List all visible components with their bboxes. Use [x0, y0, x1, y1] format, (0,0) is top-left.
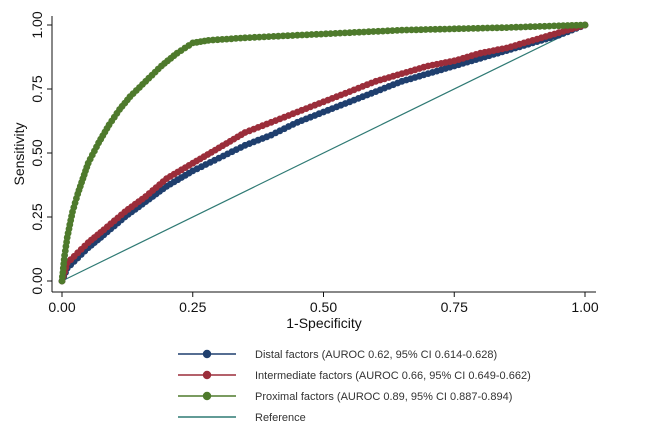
legend-label: Distal factors (AUROC 0.62, 95% CI 0.614…: [255, 349, 497, 361]
legend-marker: [202, 370, 212, 380]
legend-item: Reference: [178, 412, 306, 424]
legend-item: Proximal factors (AUROC 0.89, 95% CI 0.8…: [178, 391, 512, 403]
y-tick-label: 0.50: [29, 139, 45, 166]
data-point: [274, 32, 282, 40]
data-point: [370, 28, 377, 35]
y-tick-label: 1.00: [29, 11, 45, 38]
data-point: [379, 27, 387, 35]
x-tick-label: 1.00: [571, 299, 598, 315]
data-point: [351, 29, 358, 36]
data-point: [507, 24, 515, 31]
data-point: [498, 24, 506, 32]
data-point: [246, 34, 254, 41]
x-axis-title: 1-Specificity: [286, 315, 361, 331]
legend-label: Reference: [255, 412, 306, 424]
series-2: [58, 21, 589, 285]
series-1: [58, 21, 589, 285]
legend-label: Proximal factors (AUROC 0.89, 95% CI 0.8…: [255, 391, 512, 403]
y-tick-label: 0.00: [29, 267, 45, 294]
data-point: [341, 29, 349, 37]
data-point: [550, 22, 558, 30]
legend-item: Intermediate factors (AUROC 0.66, 95% CI…: [178, 370, 531, 382]
data-point: [441, 25, 449, 33]
data-point: [465, 25, 472, 32]
data-point: [455, 25, 463, 33]
data-point: [484, 24, 491, 32]
data-point: [581, 21, 589, 29]
y-axis-title: Sensitivity: [11, 122, 27, 185]
x-tick-label: 0.75: [441, 299, 468, 315]
data-point: [398, 26, 406, 34]
data-point: [317, 30, 325, 38]
y-tick-label: 0.75: [29, 75, 45, 102]
data-point: [403, 26, 411, 34]
data-point: [308, 31, 315, 38]
plot-frame: [51, 16, 596, 293]
data-point: [446, 25, 453, 33]
data-point: [327, 30, 334, 37]
data-point: [526, 23, 534, 31]
legend-label: Intermediate factors (AUROC 0.66, 95% CI…: [255, 370, 531, 382]
data-point: [298, 31, 306, 39]
x-tick-label: 0.00: [48, 299, 75, 315]
data-point: [289, 32, 296, 39]
data-point: [474, 24, 482, 32]
legend-marker: [202, 391, 212, 401]
data-point: [284, 32, 292, 40]
y-axis-ticks: 0.00 0.25 0.50 0.75 1.00: [29, 11, 52, 295]
data-point: [422, 26, 430, 33]
series-line: [61, 24, 586, 282]
data-point: [336, 29, 344, 37]
data-point: [517, 23, 525, 31]
data-point: [536, 23, 544, 30]
data-point: [431, 25, 439, 33]
series-layer: [58, 21, 589, 285]
legend: Distal factors (AUROC 0.62, 95% CI 0.614…: [178, 349, 531, 424]
data-point: [512, 23, 520, 31]
legend-marker: [202, 349, 212, 359]
data-point: [545, 22, 553, 30]
data-point: [493, 24, 501, 32]
data-point: [360, 28, 368, 36]
data-point: [412, 26, 420, 34]
x-tick-label: 0.25: [179, 299, 206, 315]
data-point: [241, 34, 249, 42]
legend-item: Distal factors (AUROC 0.62, 95% CI 0.614…: [178, 349, 497, 361]
data-point: [265, 33, 273, 40]
data-point: [255, 33, 263, 41]
x-tick-label: 0.50: [310, 299, 337, 315]
x-axis-ticks: 0.00 0.25 0.50 0.75 1.00: [48, 292, 599, 315]
data-point: [389, 27, 396, 34]
y-tick-label: 0.25: [29, 203, 45, 230]
series-3: [61, 24, 586, 282]
